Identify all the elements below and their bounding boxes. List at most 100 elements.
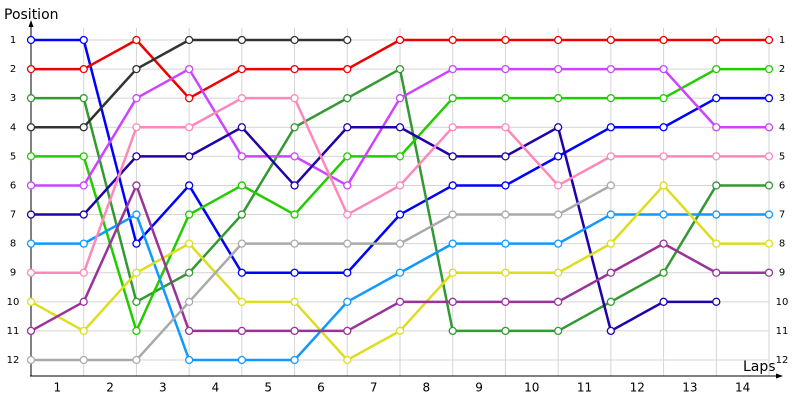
point — [659, 268, 668, 277]
y-tick-label: 4 — [10, 122, 16, 133]
point — [79, 355, 88, 365]
point — [448, 35, 457, 45]
point — [606, 35, 616, 45]
point — [290, 152, 299, 161]
point — [448, 123, 457, 132]
point — [290, 297, 299, 306]
point — [501, 94, 510, 103]
point — [290, 64, 299, 74]
y-tick-label-right: 1 — [779, 35, 785, 46]
y-tick-label: 12 — [7, 355, 20, 366]
point — [659, 123, 668, 132]
point — [343, 326, 352, 336]
point — [79, 94, 88, 103]
point — [659, 239, 668, 248]
point — [184, 123, 194, 132]
point — [290, 35, 299, 45]
point — [764, 152, 774, 161]
point — [184, 181, 194, 190]
y-tick-label-right: 2 — [779, 64, 785, 75]
point — [184, 239, 194, 248]
point — [79, 123, 88, 132]
point — [659, 152, 668, 161]
point — [237, 210, 247, 219]
point — [448, 297, 457, 306]
point — [659, 64, 668, 74]
point — [764, 35, 774, 45]
point — [184, 297, 194, 306]
point — [237, 268, 247, 277]
y-tick-label-right: 4 — [779, 122, 785, 133]
point — [290, 210, 299, 219]
point — [290, 268, 299, 277]
point — [501, 239, 510, 248]
point — [448, 181, 457, 190]
point — [501, 35, 510, 45]
x-tick-label: 8 — [423, 381, 431, 395]
point — [79, 239, 88, 248]
point — [26, 35, 36, 45]
point — [26, 94, 36, 103]
point — [26, 355, 36, 365]
y-tick-label-right: 8 — [779, 239, 785, 250]
point — [712, 297, 721, 306]
point — [237, 94, 247, 103]
point — [553, 326, 563, 336]
point — [132, 64, 141, 74]
x-tick-label: 4 — [212, 381, 220, 395]
point — [132, 326, 141, 336]
x-tick-label: 14 — [735, 381, 750, 395]
point — [343, 297, 352, 306]
point — [501, 123, 510, 132]
point — [501, 326, 510, 336]
y-tick-label: 5 — [10, 151, 16, 162]
point — [606, 297, 616, 306]
series-line — [31, 126, 717, 333]
point — [290, 239, 299, 248]
point — [395, 268, 405, 277]
point — [343, 152, 352, 161]
point — [343, 210, 352, 219]
y-axis-arrow — [28, 20, 34, 27]
point — [448, 268, 457, 277]
point — [448, 152, 457, 161]
point — [26, 268, 36, 277]
point — [712, 210, 721, 219]
point — [184, 35, 194, 45]
point — [237, 239, 247, 248]
point — [237, 123, 247, 132]
point — [132, 35, 141, 45]
x-tick-label: 3 — [159, 381, 167, 395]
y-tick-label-right: 5 — [779, 151, 785, 162]
point — [501, 181, 510, 190]
x-tick-label: 1 — [54, 381, 62, 395]
x-tick-label: 13 — [682, 381, 697, 395]
point — [343, 181, 352, 190]
point — [501, 268, 510, 277]
point — [132, 152, 141, 161]
point — [343, 123, 352, 132]
point — [79, 297, 88, 306]
point — [26, 181, 36, 190]
y-tick-label-right: 7 — [779, 210, 785, 221]
point — [132, 123, 141, 132]
point — [343, 268, 352, 277]
point — [553, 297, 563, 306]
y-tick-label-right: 3 — [779, 93, 785, 104]
point — [132, 210, 141, 219]
point — [553, 239, 563, 248]
point — [606, 64, 616, 74]
point — [395, 239, 405, 248]
point — [448, 239, 457, 248]
point — [501, 64, 510, 74]
point — [395, 35, 405, 45]
point — [712, 64, 721, 74]
y-tick-label: 2 — [10, 64, 16, 75]
point — [448, 210, 457, 219]
point — [79, 181, 88, 190]
point — [237, 326, 247, 336]
point — [343, 355, 352, 365]
y-tick-label: 11 — [7, 326, 20, 337]
y-tick-label: 9 — [10, 268, 16, 279]
point — [606, 152, 616, 161]
